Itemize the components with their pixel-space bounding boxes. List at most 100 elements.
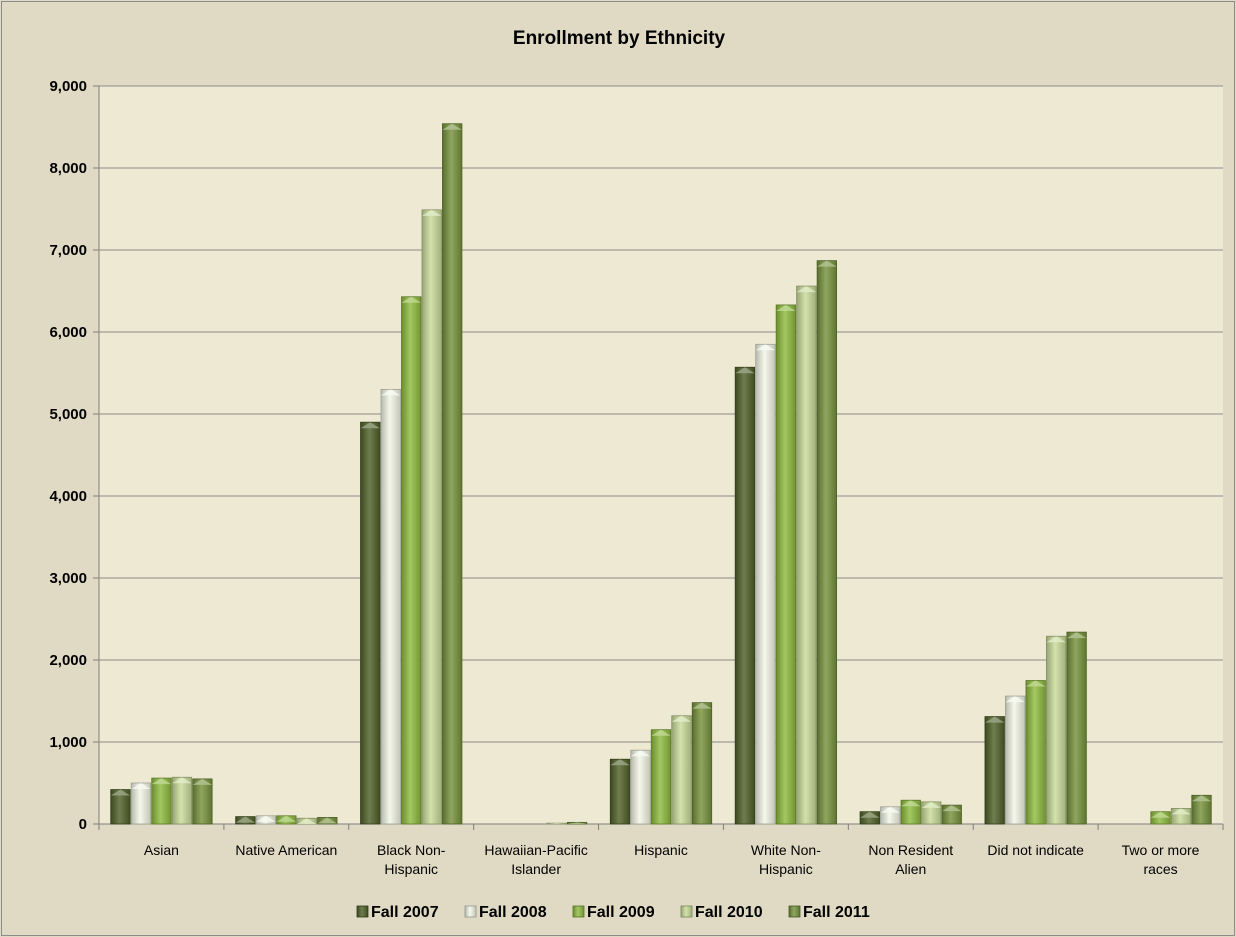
bar <box>401 296 422 825</box>
bar <box>984 716 1005 825</box>
legend-label: Fall 2008 <box>479 904 547 921</box>
x-tick-label: Did not indicate <box>987 842 1084 858</box>
x-tick-label: Native American <box>235 842 337 858</box>
bar-highlight <box>860 811 880 818</box>
legend-label: Fall 2011 <box>803 904 870 921</box>
legend-swatch <box>356 905 369 918</box>
bar <box>650 729 672 825</box>
x-tick-label: Hawaiian-Pacific <box>484 842 587 858</box>
y-tick-label: 2,000 <box>49 652 87 669</box>
bar-highlight <box>796 286 817 293</box>
legend-swatch <box>680 905 693 918</box>
legend-swatch <box>788 905 801 918</box>
bar-highlight <box>901 800 921 807</box>
bar-highlight <box>421 209 442 216</box>
x-tick-label: Asian <box>144 842 179 858</box>
bar <box>755 343 776 825</box>
bar-highlight <box>1025 680 1046 687</box>
bar-highlight <box>651 729 671 736</box>
bar-highlight <box>921 801 942 808</box>
bar <box>609 758 631 825</box>
legend-item: Fall 2008 <box>464 904 547 921</box>
y-tick-label: 4,000 <box>49 488 87 505</box>
bar-highlight <box>692 702 712 709</box>
bar-highlight <box>172 777 192 784</box>
bar-highlight <box>276 815 297 822</box>
x-tick-label: Two or more <box>1122 842 1200 858</box>
legend-item: Fall 2011 <box>788 904 870 921</box>
bar <box>816 260 837 825</box>
chart-title: Enrollment by Ethnicity <box>513 28 726 49</box>
bar <box>796 285 817 825</box>
bar-highlight <box>1005 696 1025 703</box>
bar <box>1025 680 1046 825</box>
bar <box>671 715 692 825</box>
bar-highlight <box>1171 808 1191 815</box>
bar-highlight <box>131 783 151 789</box>
bar <box>734 366 756 825</box>
y-tick-label: 3,000 <box>49 570 87 587</box>
legend-label: Fall 2010 <box>695 904 763 921</box>
bar-highlight <box>755 344 776 351</box>
legend-swatch <box>464 905 477 918</box>
bar <box>171 776 193 825</box>
bar-highlight <box>317 817 338 824</box>
bar <box>192 778 213 825</box>
x-tick-label: Black Non- <box>377 842 446 858</box>
y-tick-label: 7,000 <box>49 242 87 259</box>
bar-highlight <box>1046 636 1066 643</box>
bar-highlight <box>880 806 901 813</box>
bar-highlight <box>442 123 462 130</box>
x-tick-label: Hispanic <box>634 842 688 858</box>
legend-label: Fall 2009 <box>587 904 655 921</box>
bar-highlight <box>942 805 962 812</box>
y-tick-label: 8,000 <box>49 160 87 177</box>
y-tick-label: 1,000 <box>49 734 87 751</box>
bar <box>360 421 381 825</box>
bar <box>1191 794 1212 825</box>
x-tick-label: Islander <box>511 861 561 877</box>
bar <box>421 209 442 825</box>
x-tick-label: Hispanic <box>759 861 813 877</box>
bar-highlight <box>256 815 276 822</box>
x-tick-label: White Non- <box>751 842 821 858</box>
bar-highlight <box>630 750 651 757</box>
bar <box>1066 631 1087 825</box>
y-tick-label: 6,000 <box>49 324 87 341</box>
bar-highlight <box>610 759 630 766</box>
bar-highlight <box>817 260 837 267</box>
bar-highlight <box>1066 632 1087 639</box>
bar <box>630 749 651 825</box>
bar <box>1005 695 1026 825</box>
bar-highlight <box>671 715 692 722</box>
legend-item: Fall 2010 <box>680 904 763 921</box>
bar <box>1046 635 1067 825</box>
bar-highlight <box>297 818 317 824</box>
legend-item: Fall 2009 <box>572 904 655 921</box>
bar-highlight <box>380 389 401 396</box>
x-tick-label: Non Resident <box>868 842 953 858</box>
bar <box>151 777 172 825</box>
bar <box>691 702 713 825</box>
legend-label: Fall 2007 <box>371 904 439 921</box>
bar-highlight <box>360 422 380 429</box>
bar-highlight <box>546 823 567 824</box>
bar-highlight <box>984 716 1005 723</box>
bar-highlight <box>401 296 421 303</box>
bar <box>380 388 401 825</box>
bar-highlight <box>235 816 256 823</box>
bar <box>775 304 797 825</box>
y-tick-label: 9,000 <box>49 78 87 95</box>
y-tick-label: 5,000 <box>49 406 87 423</box>
bar-highlight <box>735 367 755 374</box>
bar-highlight <box>776 304 796 311</box>
x-tick-label: Alien <box>895 861 926 877</box>
legend-item: Fall 2007 <box>356 904 439 921</box>
bar-highlight <box>151 778 172 785</box>
x-tick-label: Hispanic <box>384 861 438 877</box>
bar-highlight <box>192 778 213 785</box>
bar-highlight <box>1150 811 1171 818</box>
bar <box>130 782 152 825</box>
